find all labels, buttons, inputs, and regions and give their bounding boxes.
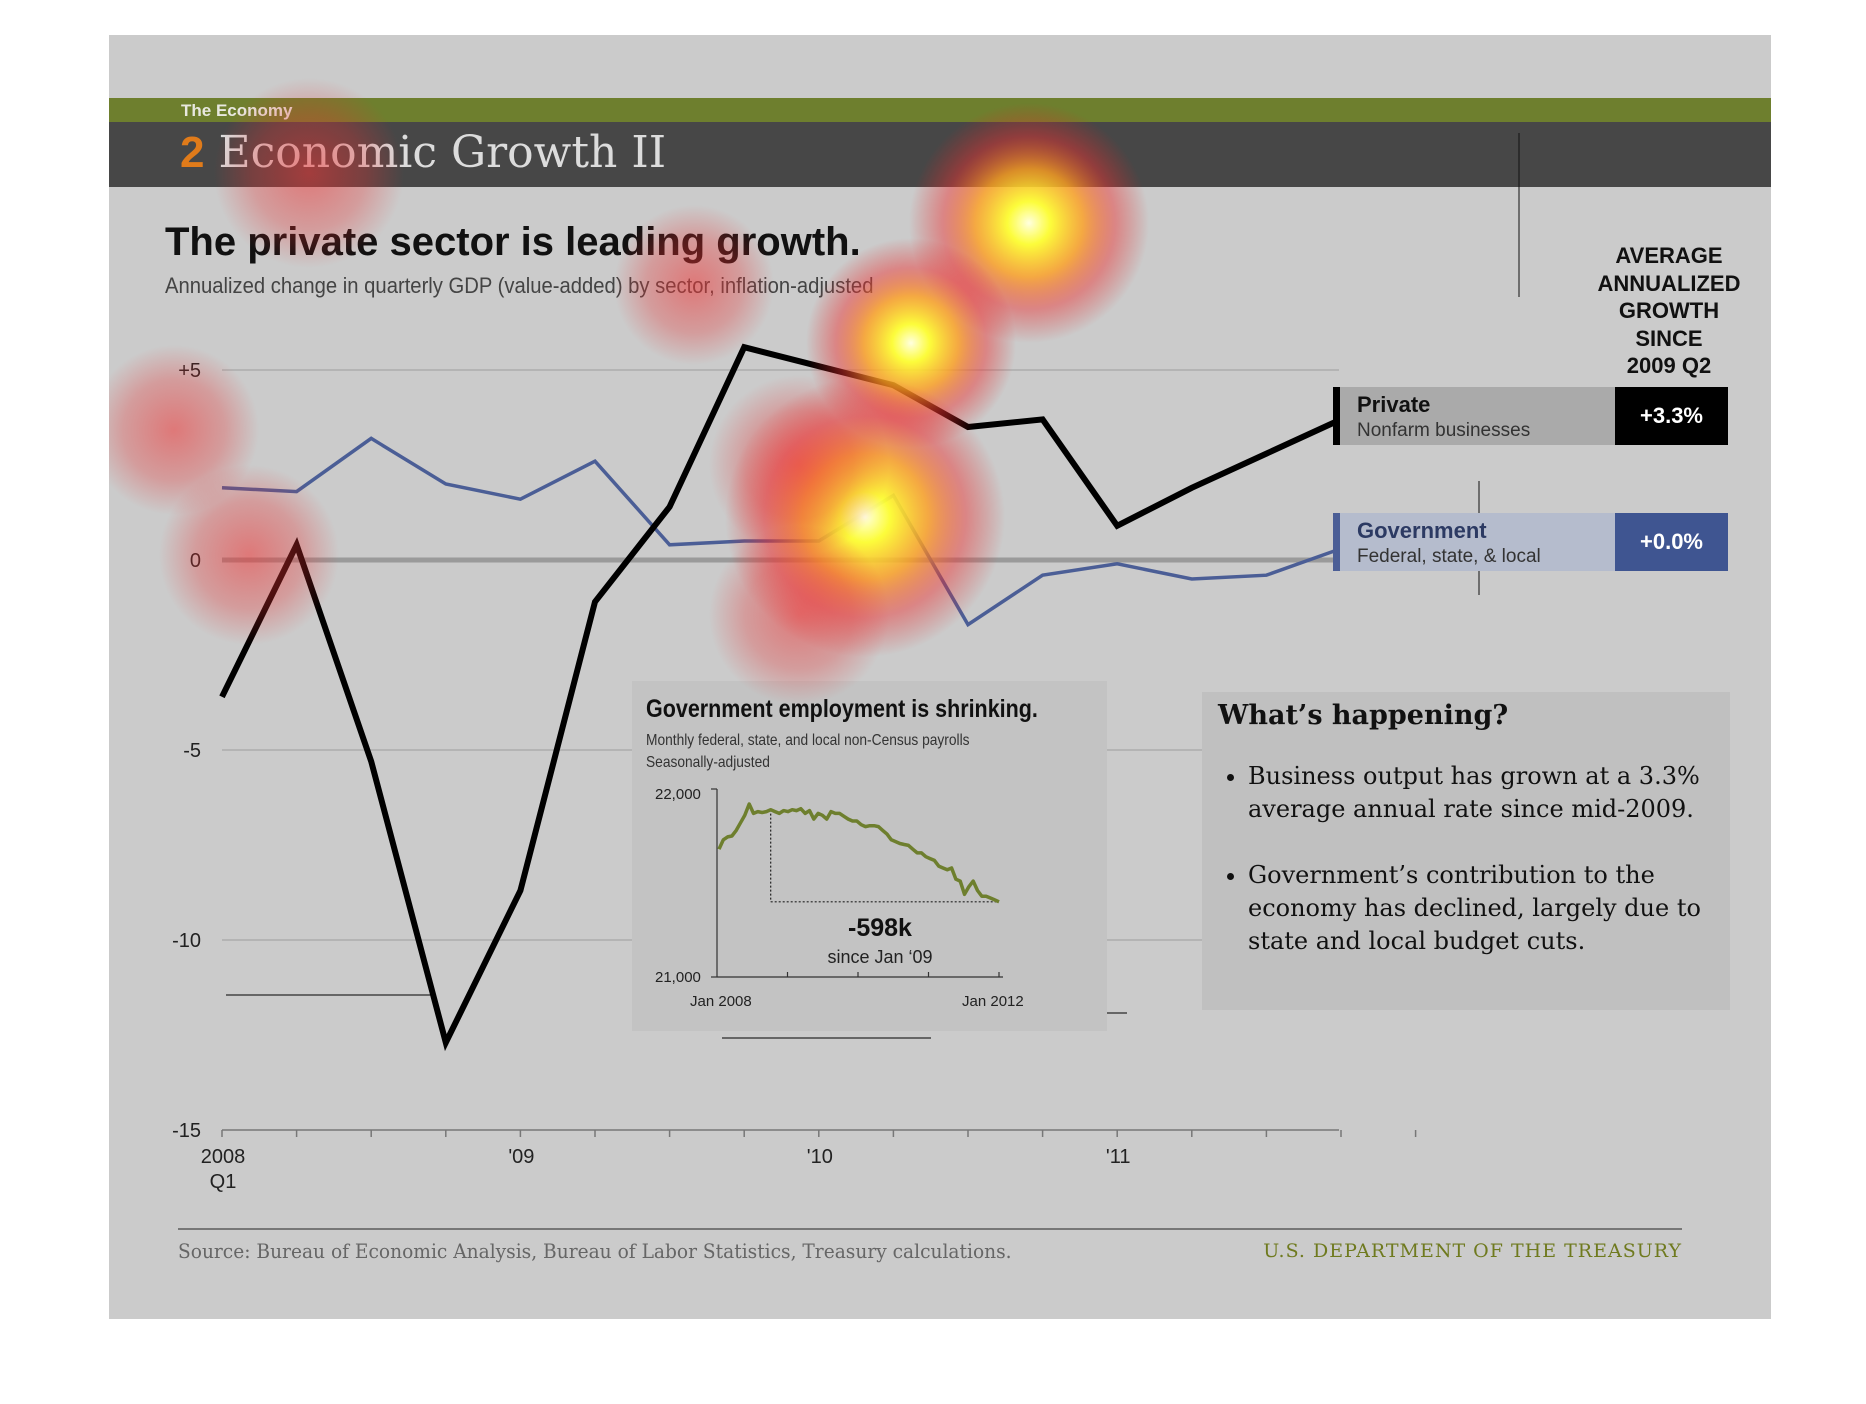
legend-government-name: Government xyxy=(1357,518,1487,543)
footer-divider xyxy=(178,1228,1682,1230)
inset-series-line xyxy=(717,802,1000,904)
whats-happening-title: What’s happening? xyxy=(1218,700,1509,731)
source-note: Source: Bureau of Economic Analysis, Bur… xyxy=(178,1239,1012,1263)
inset-delta-label: since Jan ‘09 xyxy=(827,947,932,967)
x-tick-label: '11 xyxy=(1106,1146,1131,1168)
employment-inset: 22,000 21,000 Jan 2008 Jan 2012 -598k since J… xyxy=(632,681,1107,1031)
y-tick-label: -15 xyxy=(172,1120,201,1142)
y-tick-label: -10 xyxy=(172,930,201,952)
legend-heading-line: AVERAGE xyxy=(1615,243,1723,268)
x-tick-label: '09 xyxy=(508,1146,534,1168)
whats-happening-list: Business output has grown at a 3.3% aver… xyxy=(1218,760,1713,991)
x-tick-sublabel: Q1 xyxy=(210,1171,237,1193)
list-item: Government’s contribution to the economy… xyxy=(1248,859,1713,958)
legend-heading-line: GROWTH xyxy=(1618,298,1720,323)
employment-line-chart: 22,000 21,000 Jan 2008 Jan 2012 -598k since J… xyxy=(655,786,1024,1010)
inset-subtitle: Monthly federal, state, and local non-Ce… xyxy=(646,730,970,774)
inset-subtitle-line: Seasonally-adjusted xyxy=(646,754,770,771)
legend-government-value: +0.0% xyxy=(1615,513,1728,571)
legend-heading-line: 2009 Q2 xyxy=(1626,353,1712,378)
inset-x-tick-label: Jan 2008 xyxy=(690,993,752,1010)
legend-heading: AVERAGE ANNUALIZED GROWTH SINCE 2009 Q2 xyxy=(1569,242,1769,380)
legend-government: Government Federal, state, & local +0.0% xyxy=(1333,513,1728,571)
series-line-government xyxy=(221,436,1342,628)
legend-government-desc: Federal, state, & local xyxy=(1357,546,1541,567)
legend-private: Private Nonfarm businesses +3.3% xyxy=(1333,387,1728,445)
slide: The Economy 2 Economic Growth II The pri… xyxy=(109,35,1771,1319)
inset-title: Government employment is shrinking. xyxy=(646,695,1038,723)
inset-x-tick-label: Jan 2012 xyxy=(962,993,1024,1010)
agency-name: U.S. DEPARTMENT OF THE TREASURY xyxy=(1263,1240,1682,1262)
legend-heading-line: ANNUALIZED xyxy=(1597,270,1741,296)
slide-number: 2 xyxy=(180,128,205,177)
inset-delta-value: -598k xyxy=(848,914,912,942)
legend-private-desc: Nonfarm businesses xyxy=(1357,420,1531,441)
inset-y-tick-label: 21,000 xyxy=(655,969,701,986)
inset-subtitle-line: Monthly federal, state, and local non-Ce… xyxy=(646,732,970,749)
inset-y-tick-label: 22,000 xyxy=(655,786,701,803)
legend-private-value: +3.3% xyxy=(1615,387,1728,445)
x-tick-label: 2008 xyxy=(201,1146,246,1168)
x-tick-label: '10 xyxy=(807,1146,833,1168)
list-item: Business output has grown at a 3.3% aver… xyxy=(1248,760,1713,826)
y-tick-label: 0 xyxy=(190,550,201,572)
series-line-private xyxy=(219,343,1343,1052)
legend-heading-line: SINCE xyxy=(1635,325,1703,351)
y-tick-label: +5 xyxy=(178,360,201,382)
y-tick-label: -5 xyxy=(183,740,201,762)
legend-private-name: Private xyxy=(1357,392,1431,417)
whats-happening-box: What’s happening? Business output has gr… xyxy=(1202,692,1730,1010)
